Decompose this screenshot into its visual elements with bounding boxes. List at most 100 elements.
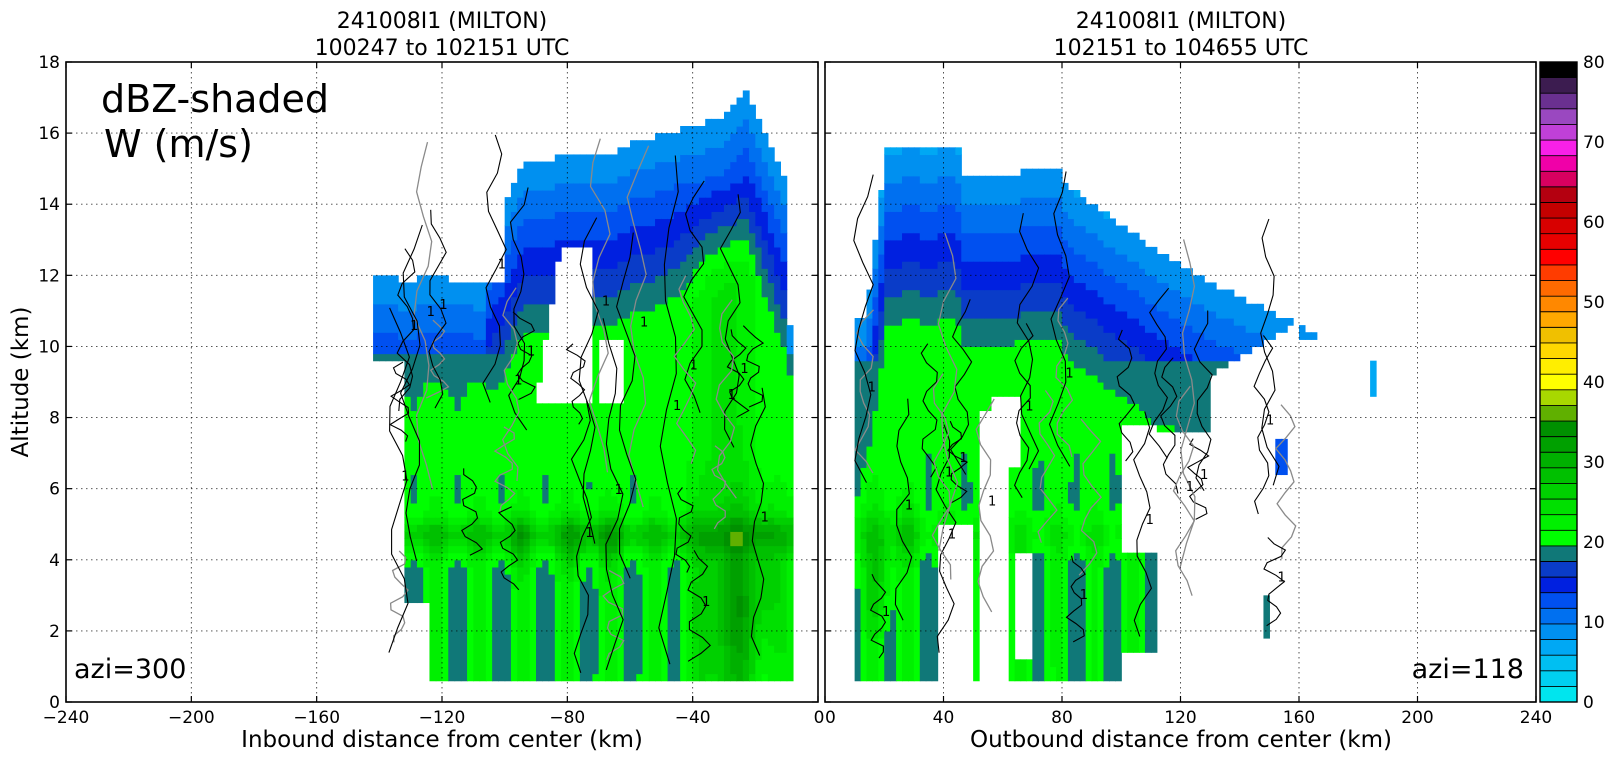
left-echo-cell <box>717 545 725 554</box>
left-echo-cell <box>698 289 706 476</box>
left-echo-cell <box>661 538 669 547</box>
left-echo-cell <box>648 225 656 255</box>
left-echo-cell <box>460 332 468 355</box>
left-echo-cell <box>730 517 738 525</box>
right-echo-cell <box>1103 275 1110 305</box>
right-echo-cell <box>1014 659 1022 682</box>
right-echo-cell <box>1073 254 1081 284</box>
left-echo-cell <box>479 353 487 383</box>
left-echo-cell <box>736 652 744 682</box>
right-echo-cell <box>1091 289 1099 319</box>
right-echo-cell <box>1097 268 1105 298</box>
left-echo-cell <box>705 559 713 675</box>
right-echo-cell <box>1008 232 1016 262</box>
left-w-contour <box>400 224 423 562</box>
left-echo-cell <box>598 531 606 540</box>
right-echo-cell <box>1139 360 1146 412</box>
left-echo-cell <box>454 353 462 412</box>
colorbar-segment <box>1540 436 1577 453</box>
right-w-contour-label: 1 <box>945 466 953 481</box>
left-echo-cell <box>630 545 637 554</box>
right-echo-cell <box>1210 282 1217 312</box>
left-echo-cell <box>404 538 412 547</box>
left-echo-cell <box>717 289 725 504</box>
right-echo-cell <box>1038 510 1045 554</box>
left-w-contour-label: 1 <box>498 258 506 273</box>
right-echo-cell <box>1073 225 1081 255</box>
left-echo-cell <box>655 275 662 305</box>
left-echo-cell <box>448 531 456 540</box>
right-echo-cell <box>961 510 968 525</box>
left-echo-cell <box>504 510 512 518</box>
left-echo-cell <box>504 574 512 682</box>
left-echo-cell <box>742 616 750 660</box>
left-echo-cell <box>561 552 568 561</box>
left-echo-cell <box>680 559 687 682</box>
colorbar-segment <box>1540 561 1577 578</box>
right-echo-cell <box>913 232 921 262</box>
left-echo-cell <box>598 154 606 184</box>
left-title-line2: 100247 to 102151 UTC <box>315 36 570 61</box>
colorbar-tick-label: 30 <box>1583 453 1605 473</box>
left-echo-cell <box>391 332 399 355</box>
left-echo-cell <box>473 310 481 340</box>
right-echo-cell <box>907 204 915 234</box>
right-echo-cell <box>1127 552 1134 653</box>
left-echo-cell <box>586 182 593 212</box>
right-echo-cell <box>1115 360 1122 397</box>
right-echo-cell <box>1133 232 1140 262</box>
right-echo-cell <box>872 638 879 682</box>
left-echo-cell <box>379 303 387 333</box>
left-echo-cell <box>517 254 525 284</box>
right-echo-cell <box>1103 303 1110 333</box>
left-echo-cell <box>542 303 550 333</box>
left-echo-cell <box>435 275 443 305</box>
right-echo-cell <box>967 232 974 262</box>
right-echo-cell <box>1020 197 1028 227</box>
left-echo-cell <box>523 161 531 191</box>
left-echo-cell <box>485 346 493 355</box>
colorbar-tick-label: 0 <box>1583 693 1594 713</box>
right-echo-cell <box>1067 545 1075 561</box>
left-echo-cell <box>517 552 525 561</box>
right-echo-cell <box>1216 360 1223 369</box>
right-x-axis-label: Outbound distance from center (km) <box>970 727 1392 753</box>
left-echo-cell <box>655 559 662 682</box>
left-echo-cell <box>592 239 600 269</box>
left-echo-cell <box>542 524 550 532</box>
right-w-contour <box>931 373 952 580</box>
left-echo-cell <box>611 552 619 561</box>
left-echo-cell <box>473 495 481 518</box>
left-echo-cell <box>692 495 700 511</box>
left-echo-cell <box>711 118 719 148</box>
right-echo-cell <box>1097 566 1105 682</box>
left-echo-cell <box>561 154 568 184</box>
right-echo-cell <box>1144 303 1152 333</box>
right-echo-cell <box>860 502 868 518</box>
right-echo-cell <box>884 510 891 518</box>
left-w-contour-label: 1 <box>640 315 648 330</box>
left-echo-cell <box>630 517 637 525</box>
right-echo-cell <box>890 545 897 568</box>
left-echo-cell <box>460 303 468 333</box>
right-ticks: 0 40 80 120 160 200 240 <box>824 61 1552 728</box>
left-echo-cell <box>698 559 706 682</box>
left-echo-cell <box>636 168 644 198</box>
left-w-contour-label: 1 <box>615 483 623 498</box>
colorbar-segment <box>1540 389 1577 406</box>
left-echo-cell <box>586 510 593 518</box>
left-echo-cell <box>529 190 537 220</box>
left-echo-cell <box>460 517 468 525</box>
right-echo-cell <box>1091 232 1099 262</box>
left-echo-cell <box>774 517 781 525</box>
left-echo-cell <box>391 353 399 362</box>
right-echo-cell <box>1020 510 1028 525</box>
left-echo-cell <box>717 524 725 547</box>
left-echo-cell <box>567 559 575 568</box>
left-echo-cell <box>604 545 612 554</box>
left-echo-cell <box>492 517 499 525</box>
right-echo-cell <box>913 289 921 319</box>
left-echo-cell <box>786 374 794 497</box>
right-echo-cell <box>1097 382 1105 511</box>
right-echo-cell <box>1073 310 1081 340</box>
